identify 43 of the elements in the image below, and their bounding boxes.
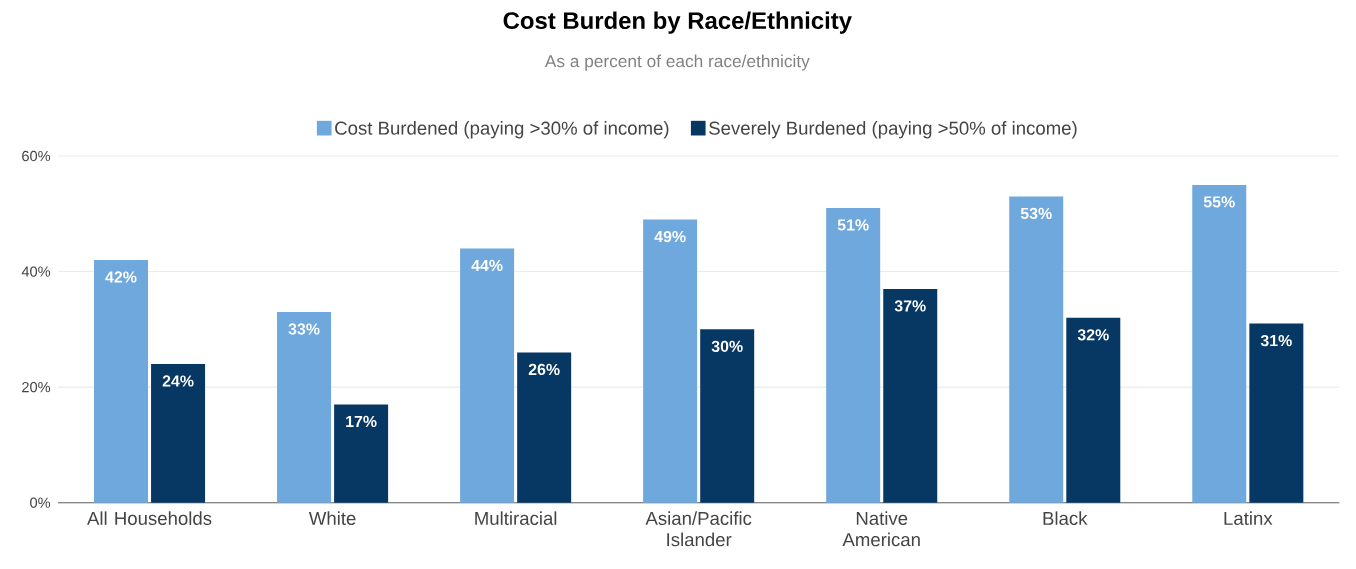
- data-label: 42%: [105, 271, 137, 283]
- data-label: 49%: [654, 230, 686, 243]
- x-tick-label: Latinx: [1224, 511, 1273, 525]
- data-label: 44%: [471, 259, 503, 271]
- data-label: 31%: [1260, 334, 1292, 347]
- bar: [700, 329, 755, 503]
- data-label: 33%: [288, 323, 320, 335]
- data-label: 55%: [1203, 196, 1235, 208]
- bar: [1009, 196, 1064, 503]
- x-tick-label: White: [308, 511, 356, 525]
- data-label: 51%: [837, 219, 869, 231]
- bar: [1192, 184, 1247, 503]
- data-label: 30%: [711, 340, 743, 352]
- y-tick-label: 40%: [21, 266, 51, 277]
- x-tick-label: Black: [1043, 511, 1088, 525]
- x-tick-label: All Households: [87, 511, 212, 525]
- bar: [826, 207, 881, 503]
- y-tick-label: 60%: [22, 150, 51, 162]
- data-label: 53%: [1020, 207, 1052, 219]
- chart-title: Cost Burden by Race/Ethnicity: [503, 11, 852, 34]
- bar: [883, 288, 938, 503]
- y-tick-label: 0%: [30, 497, 51, 508]
- legend-label: Severely Burdened (paying >50% of income): [709, 120, 1077, 139]
- x-tick-label: Asian/Pacific Islander: [645, 511, 752, 547]
- chart-subtitle: As a percent of each race/ethnicity: [544, 54, 810, 71]
- data-label: 32%: [1077, 328, 1109, 341]
- y-tick-label: 20%: [22, 381, 51, 393]
- bar: [1066, 317, 1121, 503]
- data-label: 17%: [346, 415, 377, 427]
- bar: [517, 352, 572, 503]
- x-tick-label: Multiracial: [475, 511, 557, 525]
- bar: [277, 311, 332, 503]
- bar: [93, 259, 148, 503]
- bar: [151, 363, 206, 503]
- bar: [643, 219, 698, 503]
- bar: [334, 404, 389, 503]
- legend-label: Cost Burdened (paying >30% of income): [335, 120, 669, 139]
- bar: [1249, 323, 1304, 503]
- bar: [460, 248, 515, 503]
- data-label: 24%: [162, 375, 194, 387]
- data-label: 37%: [894, 300, 926, 312]
- x-tick-label: Native American: [842, 511, 920, 547]
- data-label: 26%: [528, 363, 560, 375]
